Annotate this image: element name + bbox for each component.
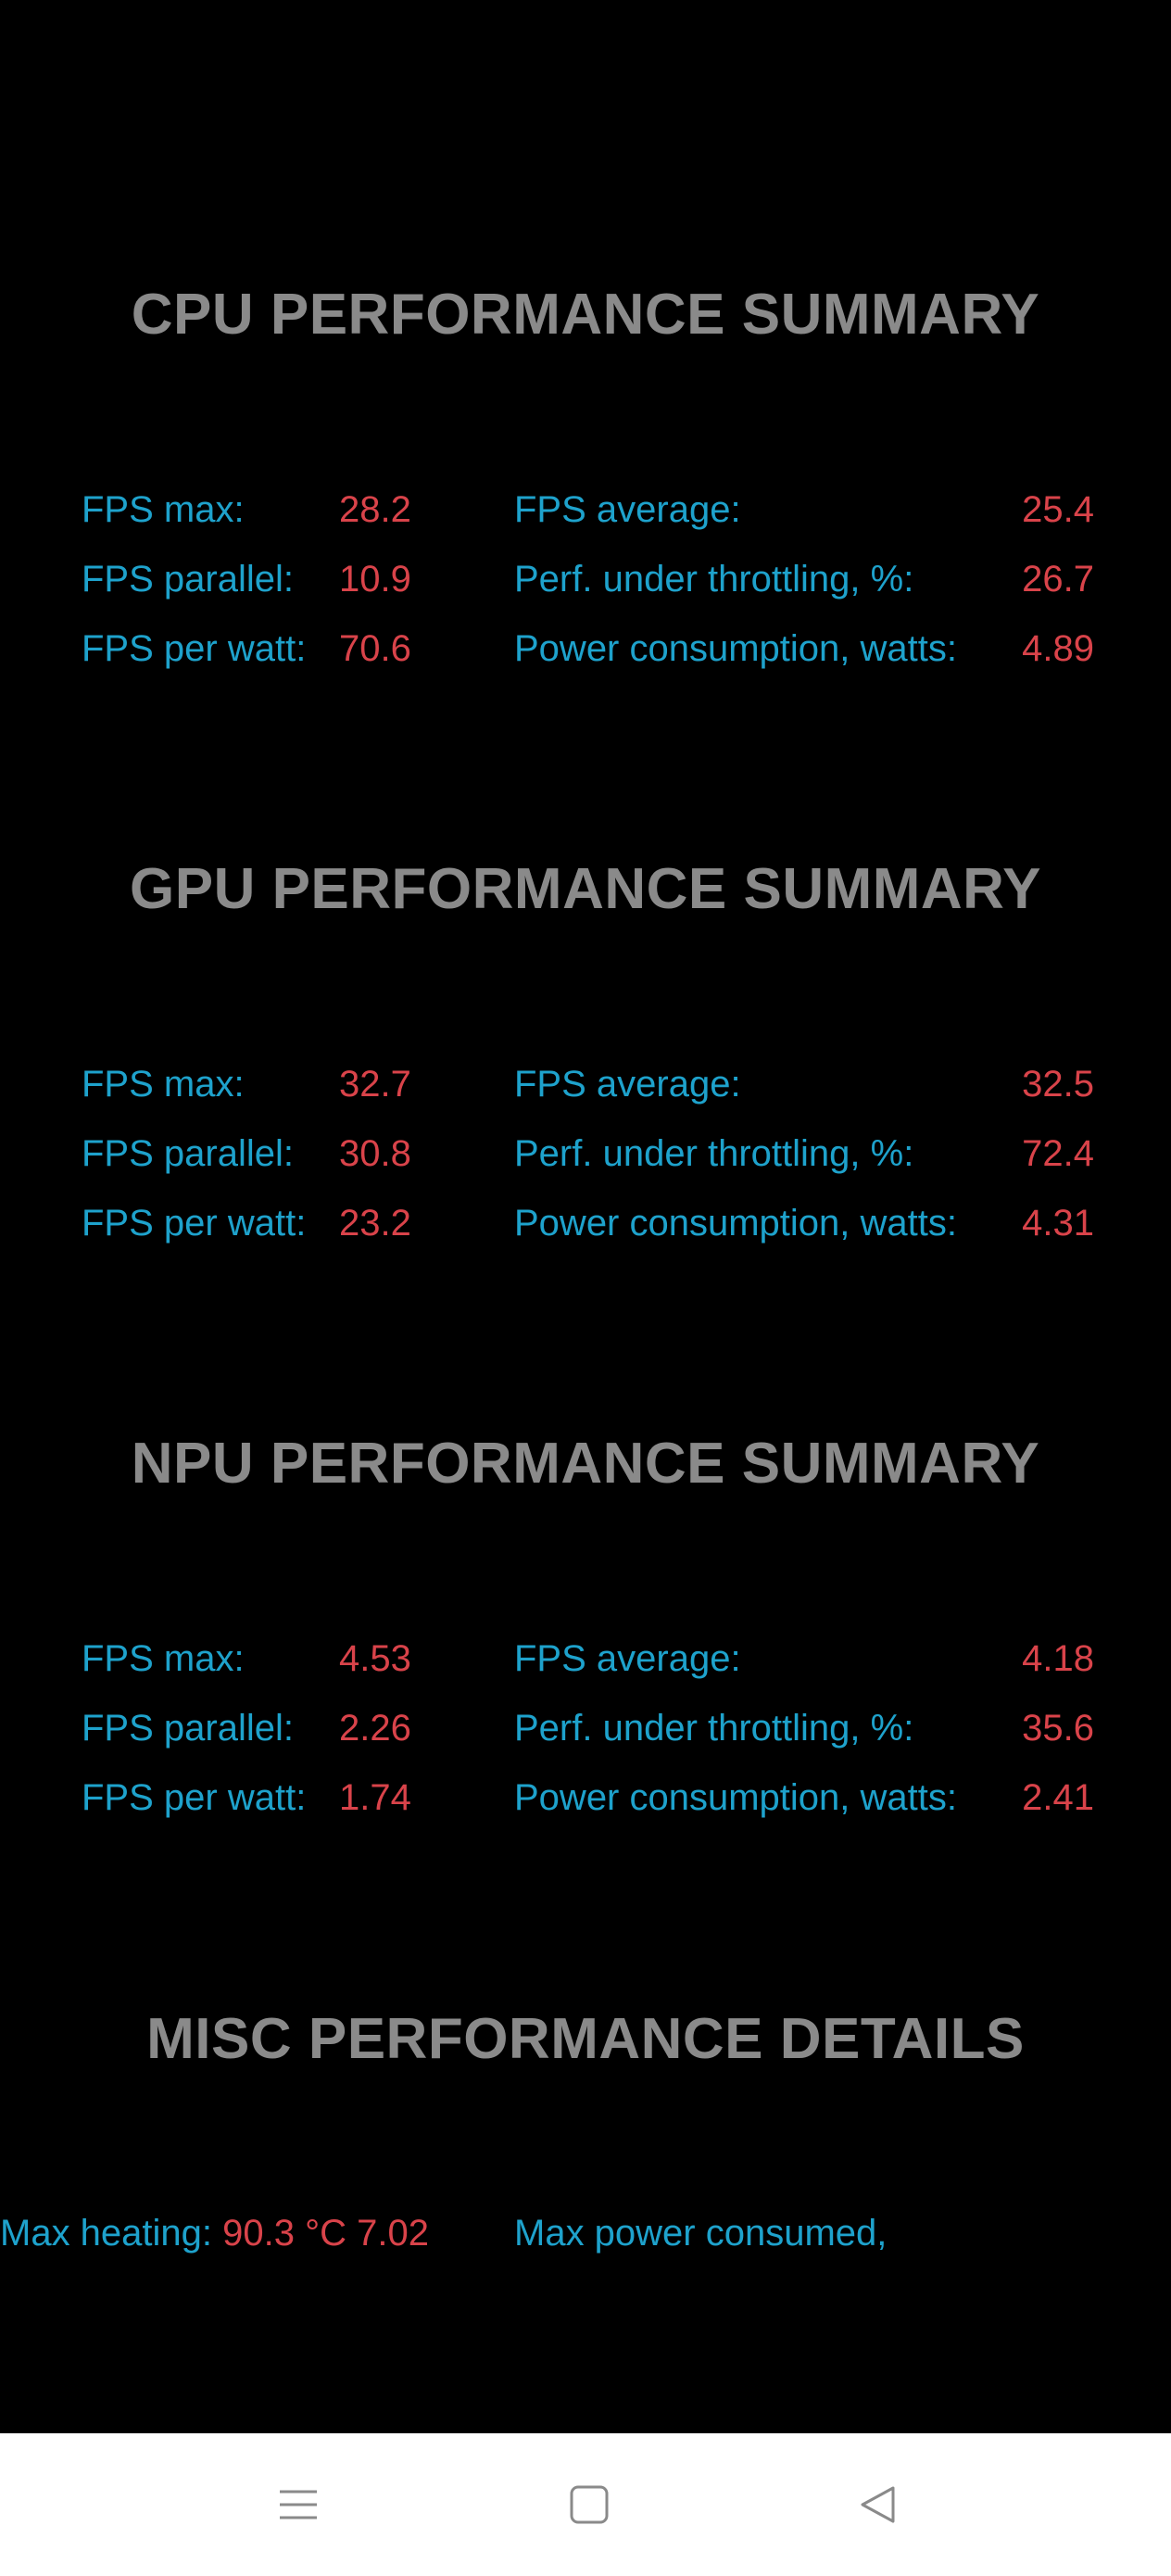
stat-label: FPS max:	[82, 1638, 245, 1679]
cpu-row-1: FPS max: 28.2 FPS average: 25.4	[0, 482, 1171, 537]
stat-label: FPS per watt:	[82, 1777, 307, 1818]
gpu-row-2: FPS parallel: 30.8 Perf. under throttlin…	[0, 1126, 1171, 1181]
stat-label: Perf. under throttling, %:	[514, 1133, 914, 1174]
stat-label: FPS average:	[514, 1064, 741, 1105]
menu-icon[interactable]	[271, 2477, 326, 2532]
stat-label: FPS max:	[82, 489, 245, 530]
npu-row-3: FPS per watt: 1.74 Power consumption, wa…	[0, 1770, 1171, 1825]
npu-row-1: FPS max: 4.53 FPS average: 4.18	[0, 1631, 1171, 1686]
stat-value: 30.8	[339, 1133, 411, 1174]
stat-value: 90.3 °C	[222, 2213, 347, 2254]
npu-row-2: FPS parallel: 2.26 Perf. under throttlin…	[0, 1700, 1171, 1756]
stat-label: Max heating:	[0, 2213, 213, 2254]
stat-value: 7.02	[357, 2213, 429, 2254]
cpu-row-3: FPS per watt: 70.6 Power consumption, wa…	[0, 621, 1171, 676]
stat-value: 10.9	[339, 559, 411, 600]
stat-value: 2.26	[339, 1708, 411, 1749]
stat-value: 72.4	[1022, 1133, 1094, 1174]
stat-label: Max power consumed, watts:	[514, 2213, 888, 2270]
cpu-row-2: FPS parallel: 10.9 Perf. under throttlin…	[0, 551, 1171, 607]
stat-label: Perf. under throttling, %:	[514, 1708, 914, 1749]
stat-value: 4.18	[1022, 1638, 1094, 1679]
stat-value: 26.7	[1022, 559, 1094, 600]
system-navigation-bar	[0, 2433, 1171, 2576]
stat-value: 28.2	[339, 489, 411, 530]
stat-label: Power consumption, watts:	[514, 1777, 957, 1818]
stat-value: 23.2	[339, 1203, 411, 1244]
stat-value: 2.41	[1022, 1777, 1094, 1818]
gpu-row-1: FPS max: 32.7 FPS average: 32.5	[0, 1056, 1171, 1112]
stat-label: FPS per watt:	[82, 1203, 307, 1244]
stat-value: 4.89	[1022, 628, 1094, 669]
stat-label: Power consumption, watts:	[514, 1203, 957, 1244]
stat-label: FPS parallel:	[82, 1708, 294, 1749]
stat-value: 25.4	[1022, 489, 1094, 530]
stat-value: 32.7	[339, 1064, 411, 1105]
stat-label: FPS max:	[82, 1064, 245, 1105]
back-icon[interactable]	[850, 2477, 906, 2532]
home-icon[interactable]	[561, 2477, 617, 2532]
stat-value: 4.53	[339, 1638, 411, 1679]
npu-section-title: NPU PERFORMANCE SUMMARY	[131, 1432, 1040, 1496]
stat-label: FPS parallel:	[82, 1133, 294, 1174]
stat-value: 1.74	[339, 1777, 411, 1818]
cpu-section-title: CPU PERFORMANCE SUMMARY	[131, 283, 1040, 347]
gpu-section-title: GPU PERFORMANCE SUMMARY	[129, 857, 1041, 921]
stat-value: 32.5	[1022, 1064, 1094, 1105]
results-screen[interactable]: CPU PERFORMANCE SUMMARY FPS max: 28.2 FP…	[0, 0, 1171, 2433]
misc-row: Max heating: 90.3 °C Max power consumed,…	[0, 2205, 1171, 2279]
stat-value: 4.31	[1022, 1203, 1094, 1244]
stat-label: FPS average:	[514, 1638, 741, 1679]
stat-label: Perf. under throttling, %:	[514, 559, 914, 600]
stat-value: 35.6	[1022, 1708, 1094, 1749]
misc-section-title: MISC PERFORMANCE DETAILS	[146, 2007, 1025, 2071]
stat-label: FPS parallel:	[82, 559, 294, 600]
stat-value: 70.6	[339, 628, 411, 669]
gpu-row-3: FPS per watt: 23.2 Power consumption, wa…	[0, 1195, 1171, 1251]
stat-label: FPS average:	[514, 489, 741, 530]
stat-label: Power consumption, watts:	[514, 628, 957, 669]
stat-label: FPS per watt:	[82, 628, 307, 669]
